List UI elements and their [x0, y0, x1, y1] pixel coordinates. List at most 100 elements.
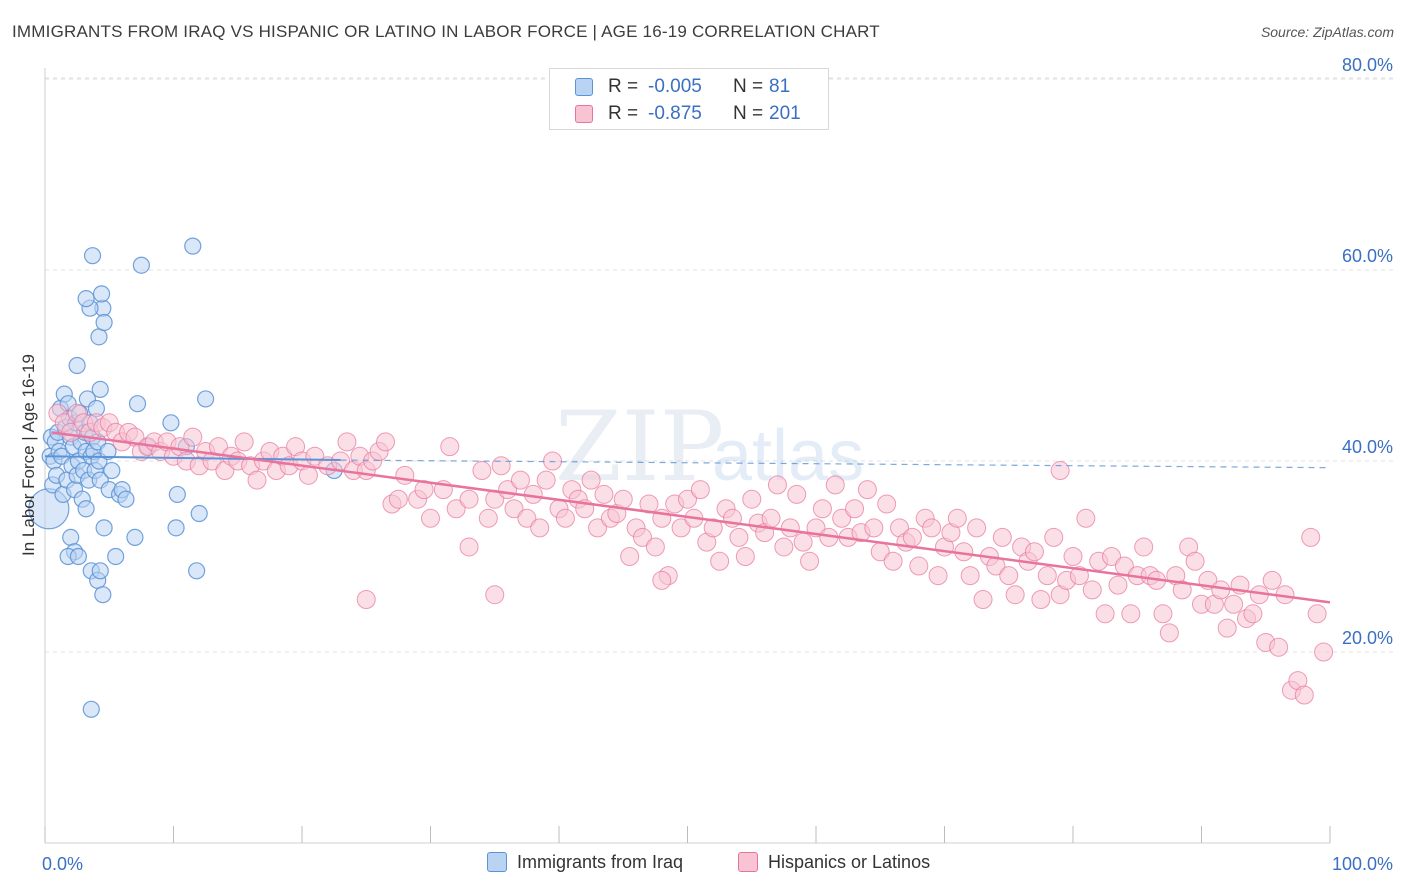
legend-row-iraq: R = -0.005 N = 81 [550, 74, 828, 100]
data-point-iraq [69, 547, 88, 566]
data-point-iraq [77, 290, 95, 308]
data-point-hispanic [1262, 570, 1282, 590]
data-point-hispanic [530, 518, 550, 538]
legend-swatch-pink [575, 105, 593, 123]
data-point-hispanic [1069, 566, 1089, 586]
data-point-hispanic [1031, 589, 1051, 609]
data-point-hispanic [902, 527, 922, 547]
data-point-iraq [82, 700, 100, 718]
legend-r-value: -0.005 [648, 76, 702, 97]
data-point-hispanic [1005, 585, 1025, 605]
legend-swatch-pink [738, 852, 758, 872]
legend-item-iraq: Immigrants from Iraq [487, 852, 683, 873]
data-point-hispanic [729, 527, 749, 547]
data-point-hispanic [234, 432, 254, 452]
data-point-iraq [92, 285, 111, 303]
series-iraq-points [28, 237, 343, 718]
data-point-iraq [94, 586, 112, 604]
data-point-hispanic [1082, 580, 1102, 600]
data-point-hispanic [864, 518, 884, 538]
legend-n-label: N = [733, 103, 764, 124]
data-point-iraq [77, 500, 95, 518]
legend-row-hispanic: R = -0.875 N = 201 [550, 101, 828, 127]
data-point-hispanic [298, 465, 318, 485]
data-point-hispanic [388, 489, 408, 509]
correlation-legend: R = -0.005 N = 81 R = -0.875 N = 201 [549, 68, 829, 130]
data-point-iraq [90, 328, 108, 346]
data-point-hispanic [652, 570, 672, 590]
data-point-hispanic [922, 518, 942, 538]
data-point-hispanic [883, 551, 903, 571]
y-tick-label: 20.0% [1342, 628, 1393, 648]
data-point-hispanic [588, 518, 608, 538]
data-point-hispanic [337, 432, 357, 452]
data-point-iraq [162, 414, 180, 432]
data-point-iraq [68, 356, 86, 375]
data-point-hispanic [973, 589, 993, 609]
data-point-hispanic [1307, 604, 1327, 624]
data-point-hispanic [356, 589, 376, 609]
data-point-hispanic [1185, 551, 1205, 571]
legend-swatch-blue [487, 852, 507, 872]
data-point-hispanic [992, 527, 1012, 547]
data-point-iraq [107, 547, 125, 566]
data-point-hispanic [1314, 642, 1334, 662]
data-point-hispanic [1243, 604, 1263, 624]
data-point-hispanic [845, 499, 865, 519]
data-point-hispanic [967, 518, 987, 538]
data-point-hispanic [1108, 575, 1128, 595]
legend-n-value: 81 [769, 76, 791, 97]
data-point-hispanic [555, 508, 575, 528]
data-point-hispanic [1037, 566, 1057, 586]
data-point-hispanic [594, 484, 614, 504]
data-point-hispanic [1172, 580, 1192, 600]
data-point-hispanic [510, 470, 530, 490]
data-point-hispanic [517, 508, 537, 528]
data-point-hispanic [459, 537, 479, 557]
tick-labels: 20.0% 40.0% 60.0% 80.0% 0.0% 100.0% [42, 55, 1393, 874]
data-point-hispanic [478, 508, 498, 528]
data-point-hispanic [909, 556, 929, 576]
trend-lines [44, 431, 1331, 604]
data-point-hispanic [581, 470, 601, 490]
data-point-hispanic [761, 508, 781, 528]
data-point-hispanic [1224, 594, 1244, 614]
y-axis-label: In Labor Force | Age 16-19 [19, 354, 38, 556]
data-point-iraq [62, 528, 80, 547]
data-point-hispanic [1050, 461, 1070, 481]
data-point-iraq [188, 562, 206, 580]
data-point-hispanic [1044, 527, 1064, 547]
data-point-hispanic [440, 437, 460, 457]
legend-r-value: -0.875 [648, 103, 702, 124]
data-point-iraq [99, 442, 117, 461]
data-point-hispanic [678, 489, 697, 509]
data-point-hispanic [1134, 537, 1154, 557]
data-point-hispanic [780, 518, 800, 538]
data-point-hispanic [1153, 604, 1173, 624]
data-point-hispanic [793, 532, 813, 552]
data-point-iraq [91, 562, 109, 580]
data-point-hispanic [421, 508, 440, 528]
legend-swatch-blue [575, 78, 593, 96]
legend-n-value: 201 [769, 103, 801, 124]
data-point-hispanic [1294, 685, 1314, 705]
data-point-iraq [128, 395, 147, 413]
data-point-iraq [184, 237, 202, 255]
data-point-hispanic [877, 494, 897, 514]
legend-label-hispanic: Hispanics or Latinos [768, 852, 931, 872]
data-point-hispanic [61, 422, 81, 442]
data-point-hispanic [671, 518, 691, 538]
data-point-hispanic [1102, 547, 1122, 566]
data-point-hispanic [472, 461, 492, 481]
trend-line-iraq [44, 455, 341, 462]
x-tick-label: 0.0% [42, 854, 83, 874]
data-point-hispanic [999, 566, 1019, 586]
data-point-hispanic [767, 475, 787, 495]
data-point-hispanic [536, 470, 556, 490]
data-point-hispanic [1211, 580, 1231, 600]
data-point-hispanic [710, 551, 730, 571]
y-tick-label: 60.0% [1342, 246, 1393, 266]
data-point-hispanic [1063, 547, 1083, 566]
data-point-iraq [83, 247, 102, 265]
